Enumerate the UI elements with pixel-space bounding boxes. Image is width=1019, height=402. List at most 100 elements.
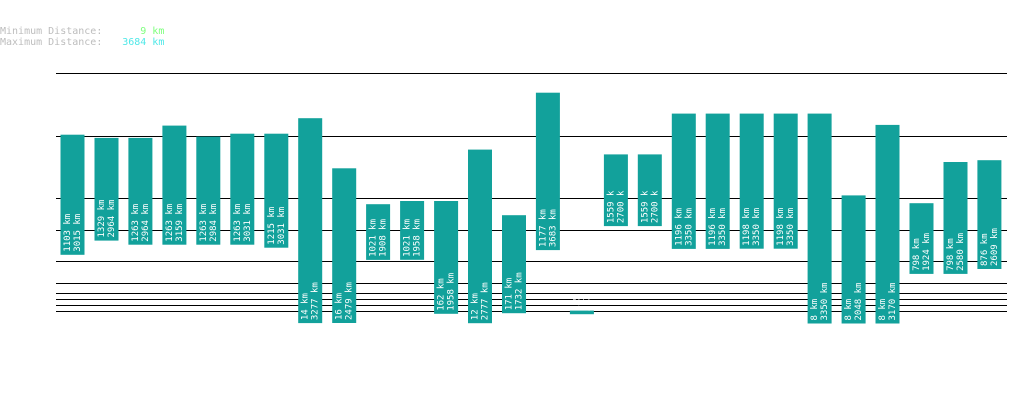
bar-group: 1196 km 3350 km <box>671 113 696 249</box>
bar-label-max: 2700 k <box>650 190 660 223</box>
bar-label-max: 1958 km <box>413 219 423 257</box>
range-bar <box>196 136 221 245</box>
bar-label-max: 3031 km <box>277 207 287 245</box>
range-bar <box>332 168 357 323</box>
bar-label-max: 3350 km <box>786 208 796 246</box>
bar-label-max: 2609 km <box>990 228 1000 266</box>
range-bar <box>128 137 153 245</box>
bar-group: 1263 km 3031 km <box>230 133 255 245</box>
bar-label-min: 1559 k <box>606 190 616 223</box>
range-bar <box>943 162 968 274</box>
bar-label-max: 2479 km <box>345 282 355 320</box>
bar-group: 1198 km 3350 km <box>739 113 764 249</box>
bar-label-min: 12 km <box>471 293 481 320</box>
bar-label-min: 876 km <box>980 233 990 266</box>
bar-label-min: 1263 km <box>165 204 175 242</box>
max-distance-row: Maximum Distance: 3684 km <box>0 38 164 48</box>
bar-group: 12 km 2777 km <box>468 149 492 324</box>
bar-group: 876 km 2609 km <box>977 160 1002 269</box>
range-bar <box>569 310 594 315</box>
bar-label-max: 2580 km <box>956 233 966 271</box>
bar-group: 162 km 1958 km <box>434 201 459 314</box>
range-bar <box>434 201 459 314</box>
range-bar <box>94 137 119 241</box>
bar-group: 1198 km 3350 km <box>773 113 798 249</box>
range-bar <box>468 149 492 324</box>
range-bar <box>841 195 866 324</box>
bar-label-min: 1198 km <box>776 208 786 246</box>
bar-label-min: 8 km <box>844 299 854 321</box>
bar-label-min: 1263 km <box>131 204 141 242</box>
bar-label-max: 3350 km <box>718 208 728 246</box>
range-bar <box>230 133 255 245</box>
bar-label-max: 3683 km <box>548 209 558 247</box>
bar-group: 8 km 3170 km <box>875 124 900 324</box>
bar-group: 798 km 1924 km <box>909 203 934 274</box>
bar-label-min: 171 km <box>505 278 515 311</box>
bar-group: 1263 km 3159 km <box>162 125 187 245</box>
chart-bars: 1103 km 3015 km 1329 km 2964 km 1263 km 2964 … <box>60 92 1002 324</box>
bar-label-min: 155 <box>572 295 582 311</box>
bar-group: 1329 km 2964 km <box>94 137 119 241</box>
range-bar <box>807 113 832 324</box>
range-bar <box>400 201 425 260</box>
max-distance-label: Maximum Distance: <box>0 37 103 48</box>
bar-label-min: 14 km <box>301 293 311 320</box>
bar-label-max: 2964 km <box>107 200 117 238</box>
bar-group: 1196 km 3350 km <box>705 113 730 249</box>
bar-label-min: 1021 km <box>403 219 413 257</box>
range-bar <box>366 204 391 260</box>
bar-group: 1263 km 2964 km <box>128 137 153 245</box>
bar-label-min: 798 km <box>912 238 922 271</box>
bar-group: 1215 km 3031 km <box>264 133 289 248</box>
bar-label-min: 1177 km <box>538 209 548 247</box>
range-bar <box>298 118 323 324</box>
range-bar <box>60 134 85 255</box>
range-bar <box>977 160 1002 269</box>
bar-group: 14 km 3277 km <box>298 118 323 324</box>
range-bar <box>773 113 798 249</box>
min-distance-row: Minimum Distance: 9 km <box>0 27 164 37</box>
bar-label-max: 1924 km <box>922 233 932 271</box>
bar-label-min: 8 km <box>878 299 888 321</box>
bar-label-min: 8 km <box>810 299 820 321</box>
bar-group: 1103 km 3015 km <box>60 134 85 255</box>
range-bar <box>705 113 730 249</box>
range-bar <box>637 154 662 227</box>
min-distance-value: 9 km <box>140 26 165 37</box>
bar-group: 1263 km 2984 km <box>196 136 221 245</box>
bar-label-max: 3277 km <box>311 282 321 320</box>
bar-label-max: 3350 km <box>820 283 830 321</box>
bar-label-min: 1198 km <box>742 208 752 246</box>
bar-label-min: 1196 km <box>674 208 684 246</box>
bar-label-max: 2700 k <box>616 190 626 223</box>
bar-label-min: 798 km <box>946 238 956 271</box>
bar-label-max: 2048 km <box>854 283 864 321</box>
bar-label-max: 2777 km <box>481 282 491 320</box>
range-bar <box>603 154 628 227</box>
bar-label-min: 1103 km <box>63 214 73 252</box>
range-bar <box>264 133 289 248</box>
bar-label-max: 3031 km <box>243 204 253 242</box>
bar-label-max: 3015 km <box>73 214 83 252</box>
range-bar <box>875 124 900 324</box>
bar-label-max: 3170 km <box>888 283 898 321</box>
max-distance-value: 3684 km <box>122 37 165 48</box>
range-bar <box>162 125 187 245</box>
bar-group: 1559 k 2700 k <box>637 154 662 227</box>
bar-label-min: 1559 k <box>640 190 650 223</box>
bar-label-max: 2984 km <box>209 204 219 242</box>
min-distance-label: Minimum Distance: <box>0 26 103 37</box>
bar-label-max: 3350 km <box>684 208 694 246</box>
bar-group: 8 km 3350 km <box>807 113 832 324</box>
bar-group: 1559 k 2700 k <box>603 154 628 227</box>
bar-group: 155 213 <box>569 295 594 315</box>
bar-group: 1021 km 1908 km <box>366 204 391 260</box>
bar-group: 1021 km 1958 km <box>400 201 425 260</box>
bar-label-max: 2964 km <box>141 204 151 242</box>
bar-label-max: 3350 km <box>752 208 762 246</box>
bar-label-min: 1263 km <box>199 204 209 242</box>
bar-label-min: 1263 km <box>233 204 243 242</box>
bar-label-max: 213 <box>582 295 592 311</box>
